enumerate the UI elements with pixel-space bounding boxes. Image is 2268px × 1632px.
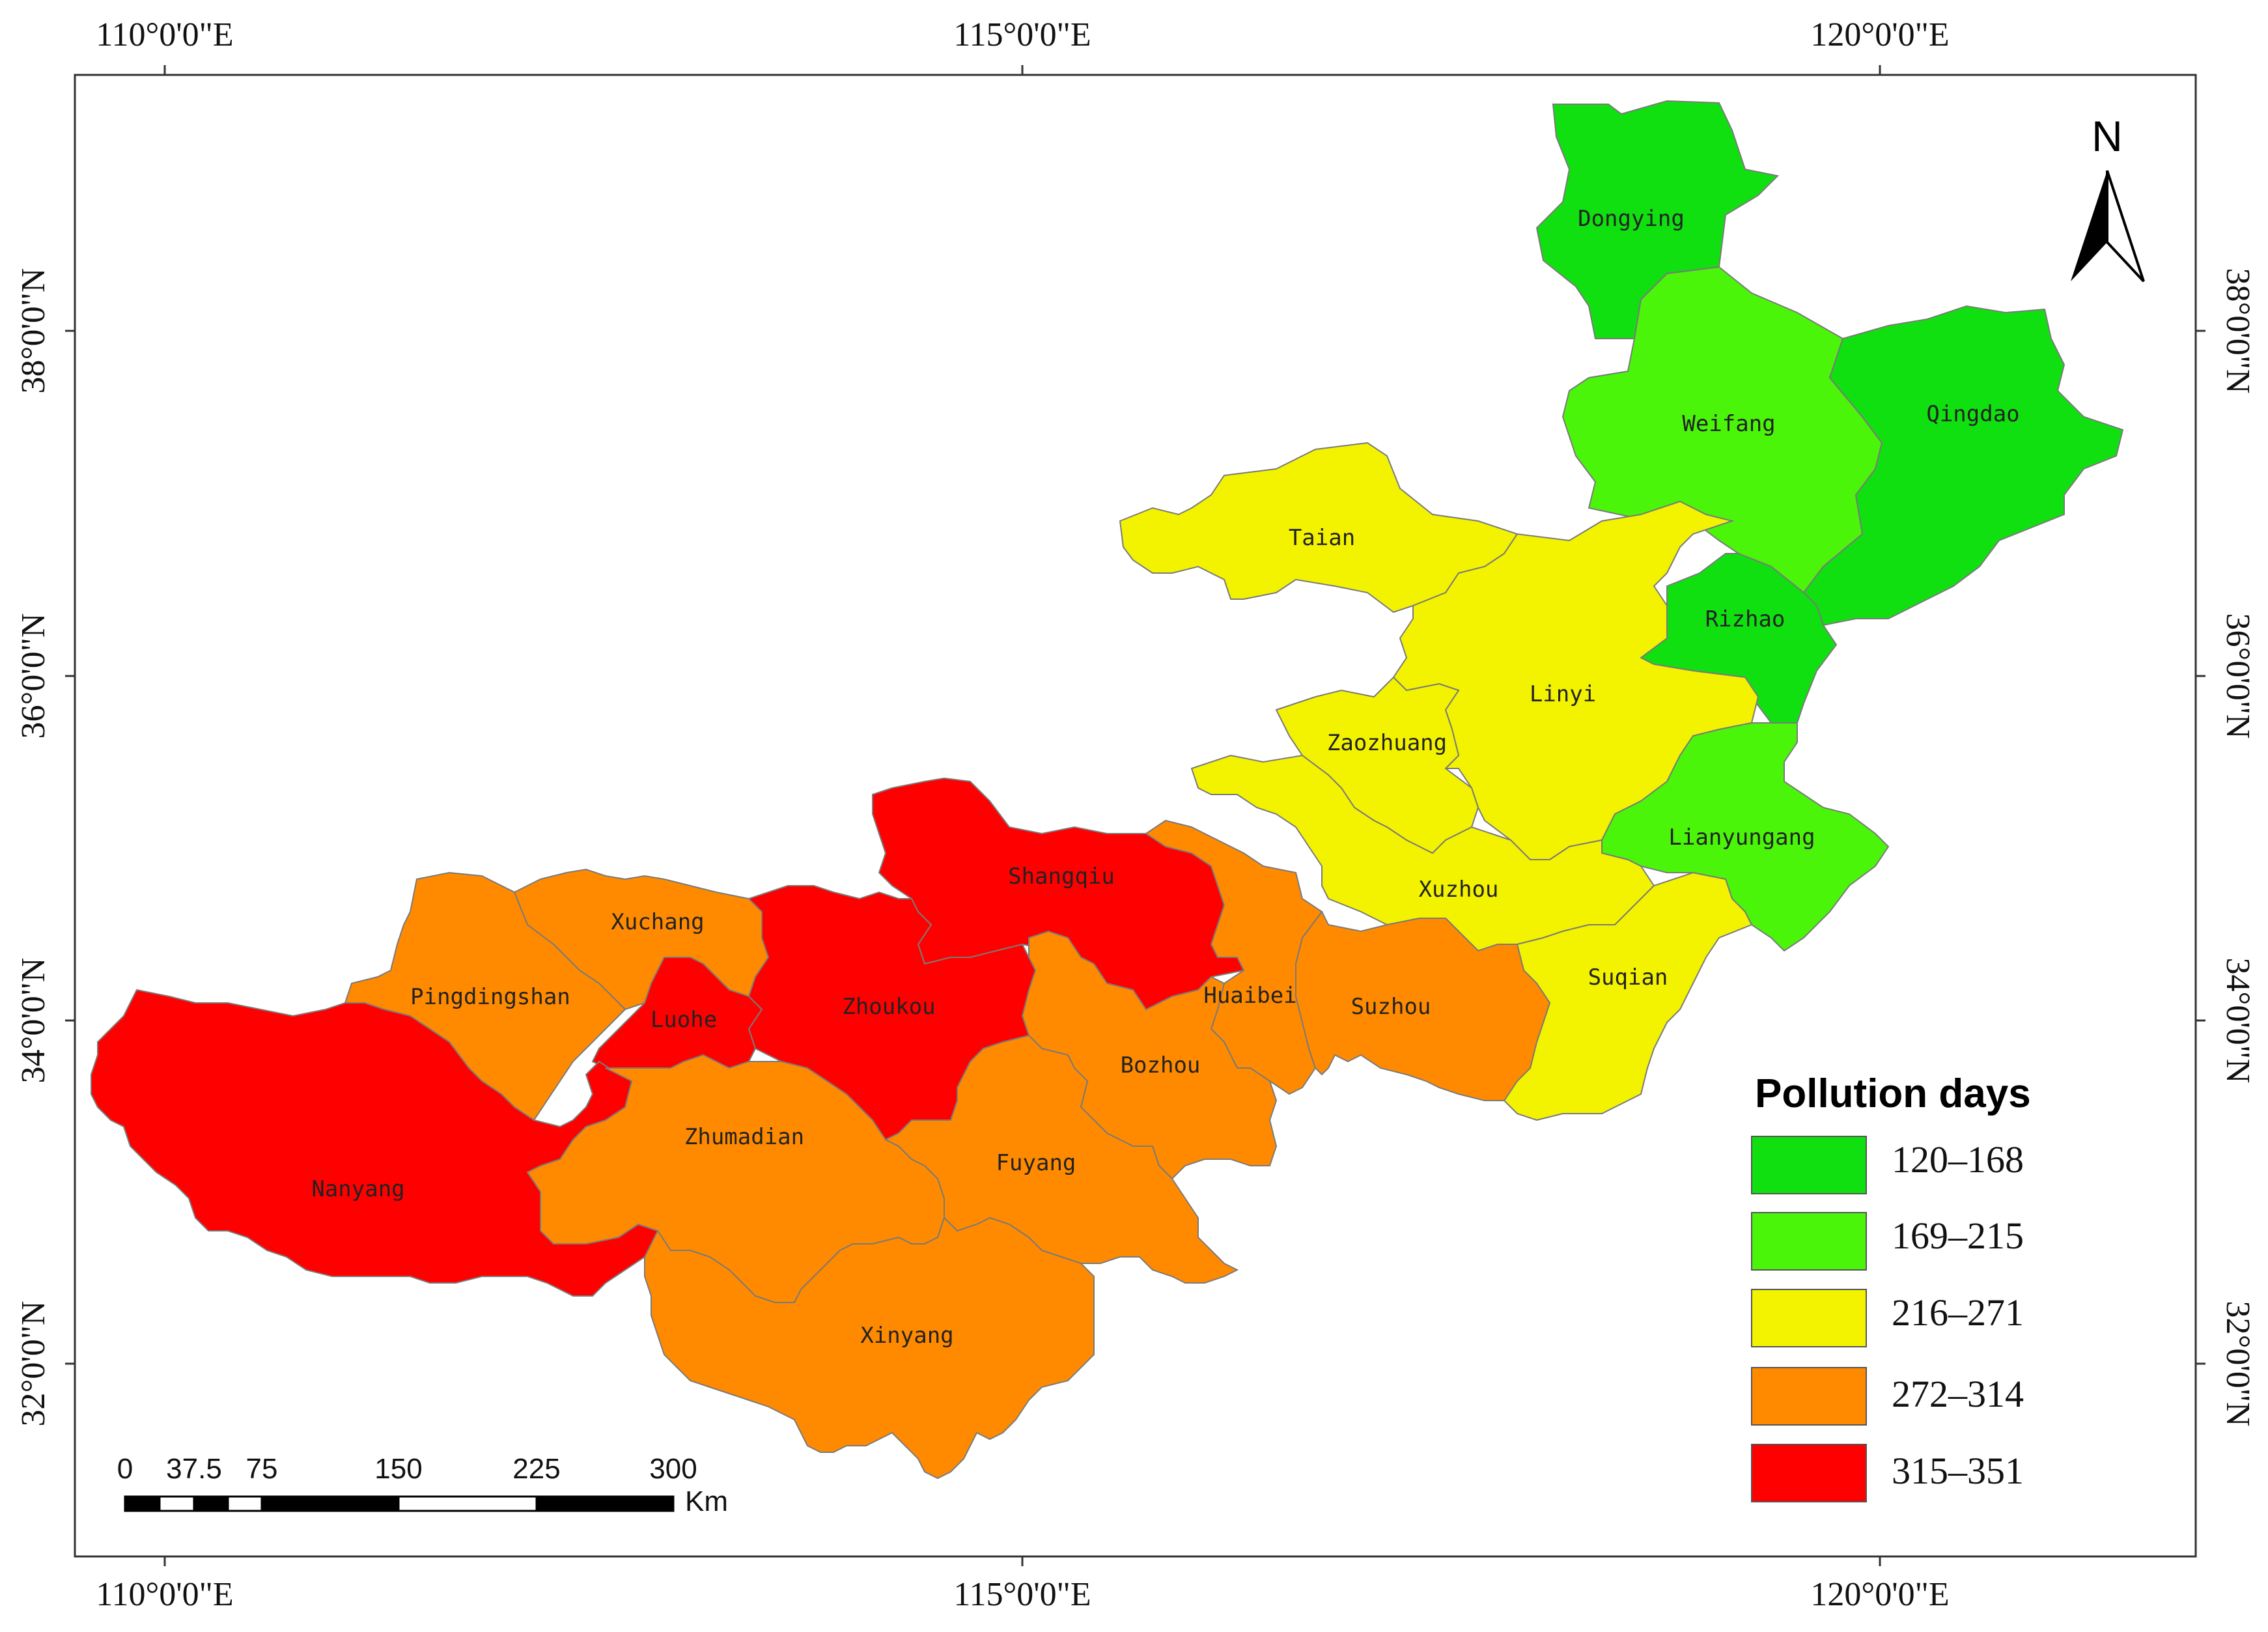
left-lat-label: 36°0'0"N (15, 613, 52, 739)
city-label: Suqian (1588, 964, 1668, 991)
legend-label: 272–314 (1892, 1373, 2024, 1415)
city-label: Suzhou (1351, 994, 1431, 1020)
left-latitude-labels: 38°0'0"N 36°0'0"N 34°0'0"N 32°0'0"N (15, 268, 52, 1427)
city-label: Luohe (651, 1007, 717, 1033)
north-arrow: N (2071, 112, 2145, 283)
city-label: Xuchang (611, 909, 704, 935)
legend-swatch (1751, 1444, 1867, 1502)
left-lat-label: 32°0'0"N (15, 1301, 52, 1427)
legend-label: 315–351 (1892, 1450, 2024, 1492)
legend-swatch (1751, 1212, 1867, 1271)
city-label: Qingdao (1926, 401, 2019, 427)
right-lat-label: 34°0'0"N (2219, 958, 2256, 1084)
legend-item: 169–215 (1751, 1212, 2024, 1271)
legend-label: 216–271 (1892, 1291, 2024, 1334)
bottom-lon-label: 120°0'0"E (1810, 1576, 1949, 1613)
bottom-longitude-labels: 110°0'0"E 115°0'0"E 120°0'0"E (96, 1576, 1949, 1613)
scale-tick-label: 37.5 (166, 1453, 222, 1485)
north-label: N (2092, 112, 2123, 160)
right-lat-label: 38°0'0"N (2219, 268, 2256, 394)
bottom-lon-label: 115°0'0"E (953, 1576, 1091, 1613)
city-label: Huaibei (1203, 983, 1296, 1009)
legend-title: Pollution days (1755, 1071, 2031, 1116)
city-label: Rizhao (1705, 606, 1785, 632)
city-label: Taian (1289, 525, 1355, 551)
legend-swatch (1751, 1367, 1867, 1426)
legend-label: 169–215 (1892, 1215, 2024, 1257)
region-lianyungang[interactable] (1601, 722, 1890, 952)
city-label: Dongying (1578, 206, 1685, 232)
top-lon-label: 110°0'0"E (96, 16, 233, 53)
top-lon-label: 115°0'0"E (953, 16, 1091, 53)
north-arrow-icon (2071, 170, 2145, 283)
city-labels: Dongying Qingdao Rizhao Weifang Lianyung… (311, 206, 2019, 1349)
map-frame (74, 74, 2197, 1558)
bottom-lon-label: 110°0'0"E (96, 1576, 233, 1613)
top-longitude-labels: 110°0'0"E 115°0'0"E 120°0'0"E (96, 16, 1949, 53)
legend-item: 272–314 (1751, 1367, 2024, 1426)
city-label: Weifang (1682, 411, 1775, 437)
city-label: Zhumadian (684, 1124, 804, 1150)
scale-tick-label: 75 (246, 1453, 278, 1485)
city-label: Xinyang (860, 1323, 953, 1349)
city-label: Shangqiu (1008, 864, 1115, 890)
city-label: Zhoukou (842, 994, 935, 1020)
city-label: Nanyang (311, 1176, 404, 1202)
right-latitude-labels: 38°0'0"N 36°0'0"N 34°0'0"N 32°0'0"N (2219, 268, 2256, 1427)
scale-unit: Km (685, 1485, 728, 1517)
scale-tick-label: 150 (374, 1453, 422, 1485)
city-label: Pingdingshan (410, 984, 570, 1010)
legend: Pollution days 120–168 169–215 216–271 2… (1751, 1071, 2031, 1502)
city-label: Lianyungang (1668, 824, 1815, 851)
scale-tick-label: 300 (649, 1453, 697, 1485)
region-fuyang[interactable] (884, 1034, 1239, 1284)
scale-tick-label: 225 (512, 1453, 560, 1485)
legend-label: 120–168 (1892, 1138, 2024, 1181)
city-label: Linyi (1530, 681, 1596, 707)
region-suzhou[interactable] (1295, 910, 1551, 1101)
scale-tick-label: 0 (117, 1453, 133, 1485)
region-xinyang[interactable] (644, 1217, 1095, 1480)
city-label: Bozhou (1121, 1052, 1201, 1078)
graticule-ticks (65, 65, 2205, 1566)
regions (91, 100, 2124, 1480)
scale-bar-segments (124, 1495, 675, 1512)
city-label: Fuyang (996, 1150, 1076, 1176)
city-label: Zaozhuang (1327, 730, 1447, 756)
legend-item: 216–271 (1751, 1289, 2024, 1347)
region-qingdao[interactable] (1802, 305, 2124, 626)
legend-swatch (1751, 1289, 1867, 1347)
scale-bar: 0 37.5 75 150 225 300 Km (117, 1453, 728, 1517)
left-lat-label: 38°0'0"N (15, 268, 52, 394)
left-lat-label: 34°0'0"N (15, 958, 52, 1084)
city-label: Xuzhou (1419, 877, 1499, 903)
right-lat-label: 36°0'0"N (2219, 613, 2256, 739)
legend-item: 120–168 (1751, 1136, 2024, 1194)
legend-item: 315–351 (1751, 1444, 2024, 1502)
legend-swatch (1751, 1136, 1867, 1194)
right-lat-label: 32°0'0"N (2219, 1301, 2256, 1427)
top-lon-label: 120°0'0"E (1810, 16, 1949, 53)
